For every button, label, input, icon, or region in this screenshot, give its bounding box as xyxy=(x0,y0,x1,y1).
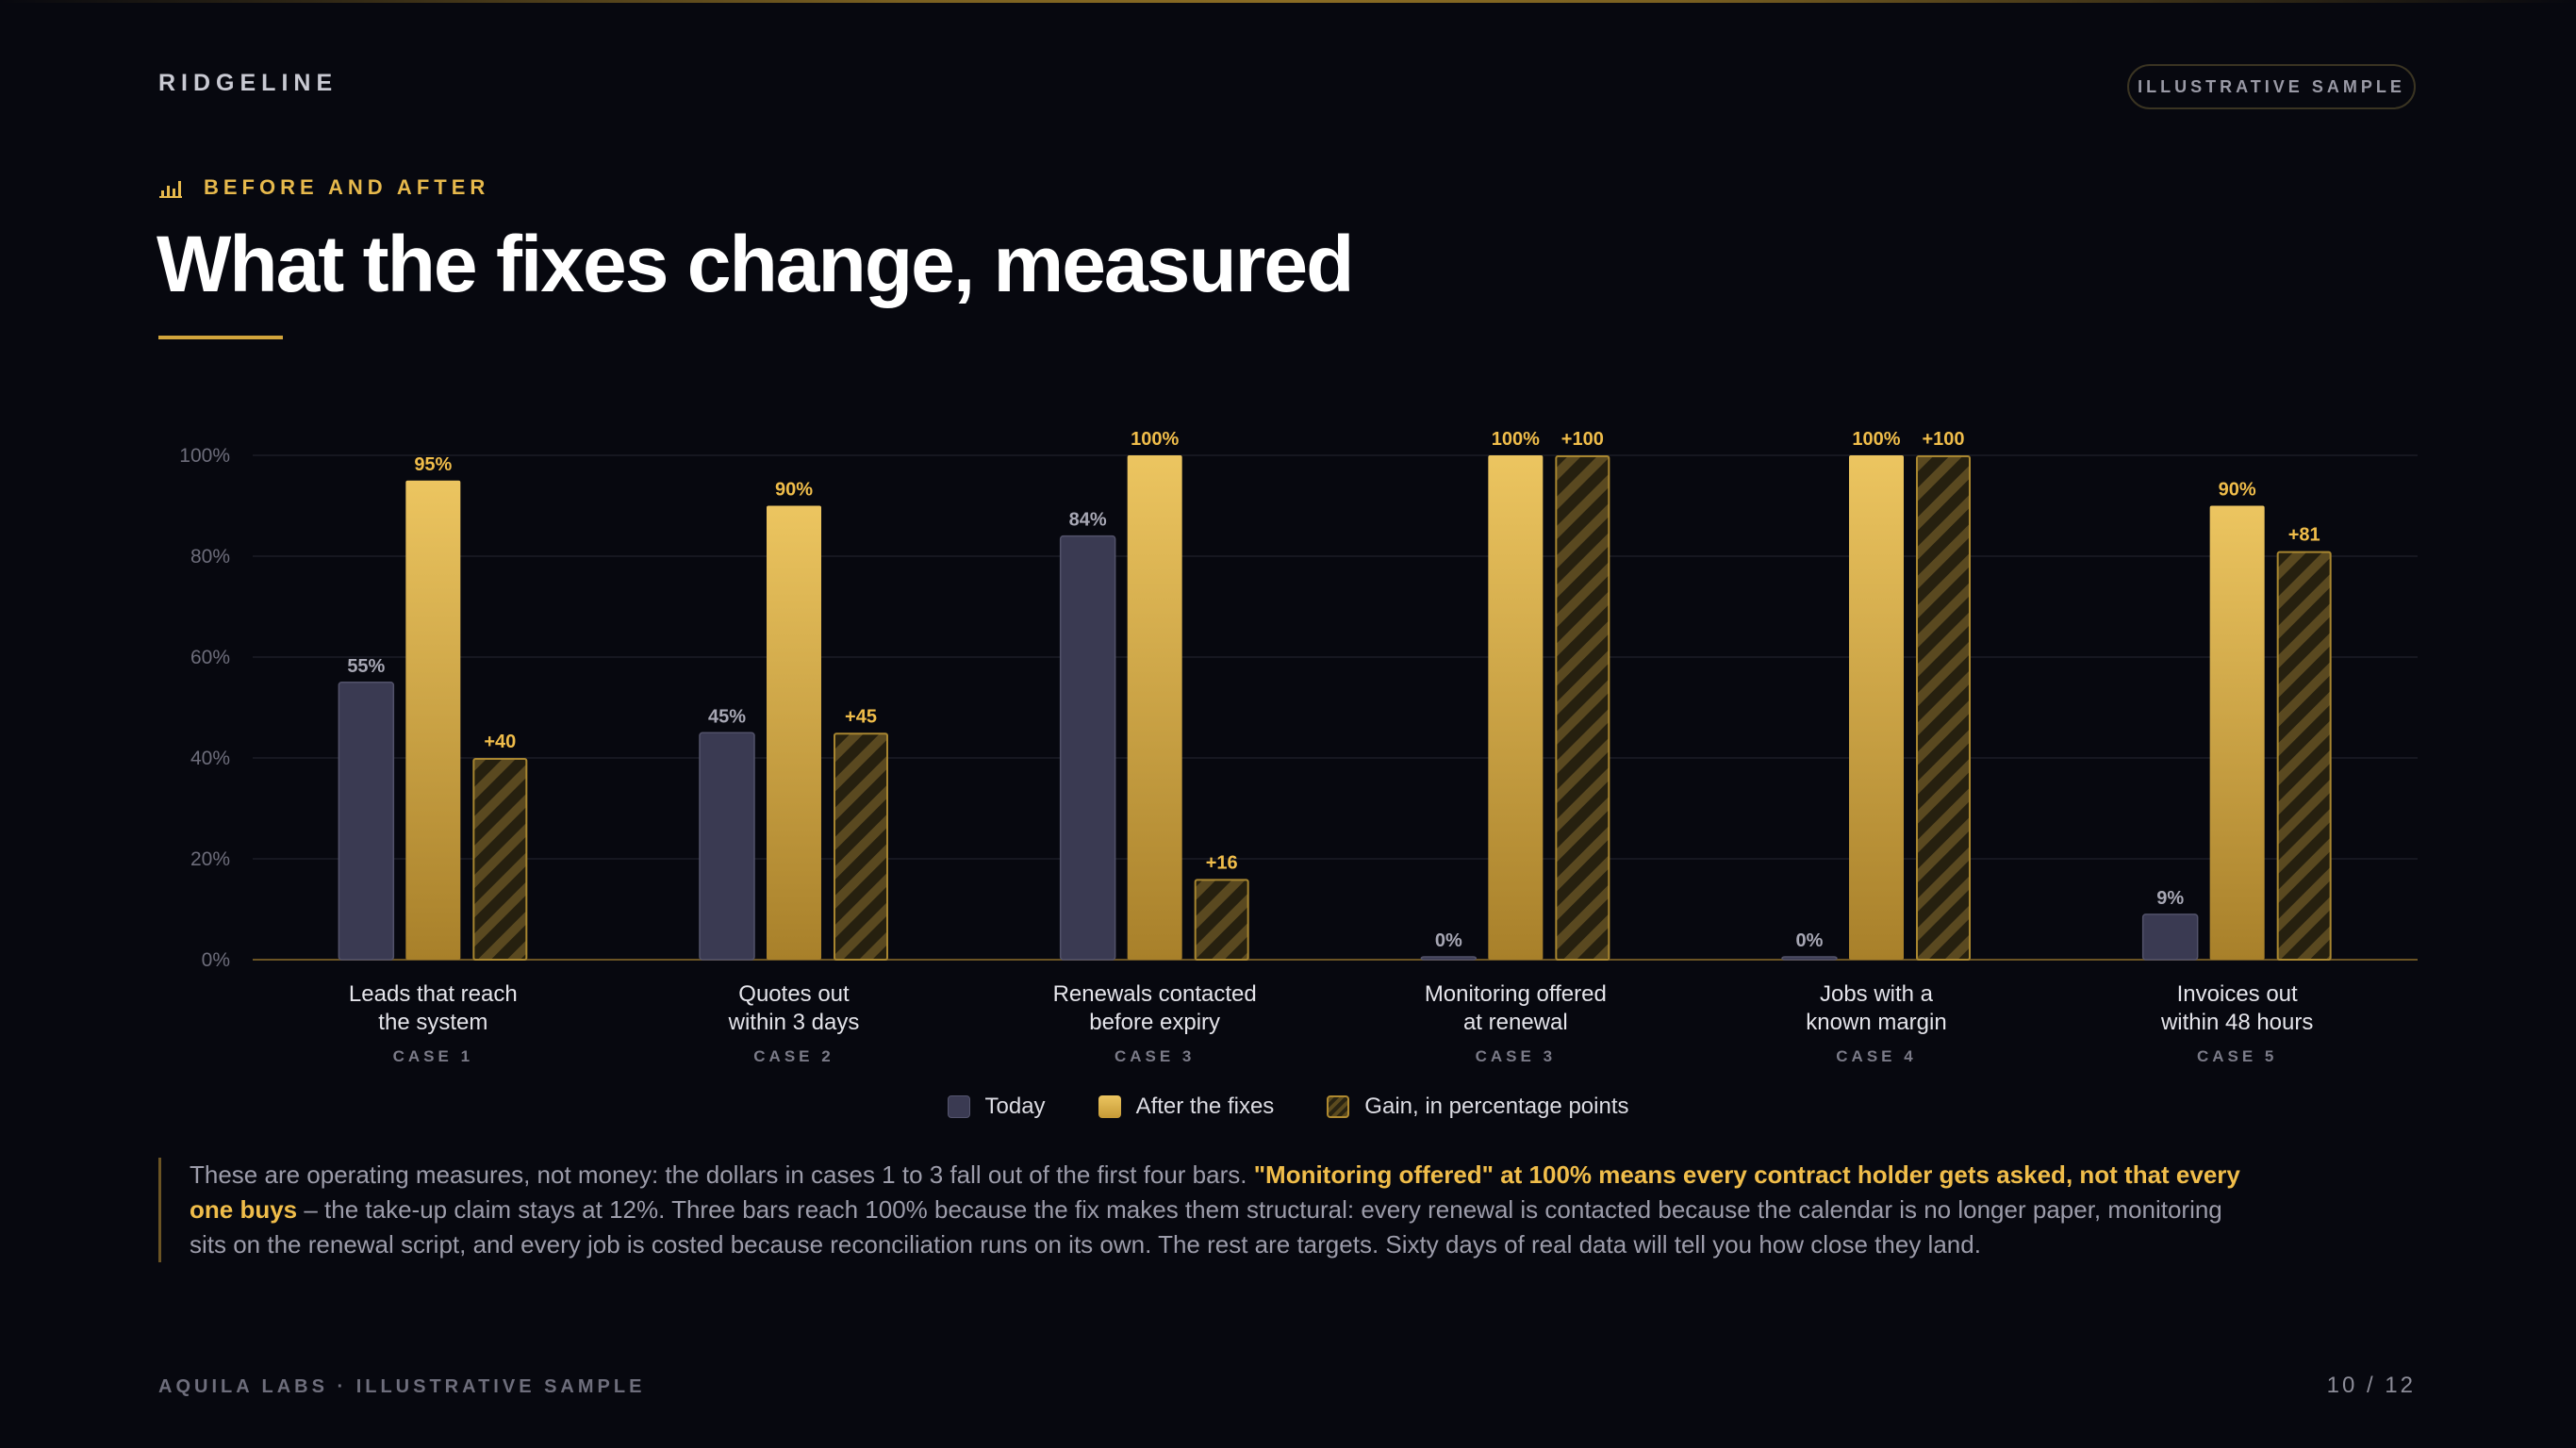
footer-credit: AQUILA LABS · ILLUSTRATIVE SAMPLE xyxy=(158,1376,646,1397)
x-category-label: within 3 days xyxy=(728,1010,860,1035)
bar-after xyxy=(1127,455,1182,960)
x-category-label: Monitoring offered xyxy=(1425,981,1607,1007)
data-label: 100% xyxy=(1852,429,1900,450)
data-label: 0% xyxy=(1435,930,1462,951)
data-label: 55% xyxy=(347,656,385,677)
y-tick-label: 40% xyxy=(190,748,230,769)
legend-item-after: After the fixes xyxy=(1098,1094,1275,1120)
bar-today xyxy=(699,732,755,961)
eyebrow-label: BEFORE AND AFTER xyxy=(204,175,490,199)
legend-label-today: Today xyxy=(984,1094,1046,1119)
bar-gain xyxy=(1194,879,1249,962)
legend-label-after: After the fixes xyxy=(1135,1094,1275,1119)
title-underline xyxy=(158,336,283,339)
data-label: +100 xyxy=(1561,429,1604,450)
legend-swatch-today xyxy=(947,1095,970,1118)
data-label: +45 xyxy=(845,706,877,727)
data-label: +16 xyxy=(1206,852,1238,873)
bar-gain xyxy=(1916,455,1971,961)
x-category-label: Jobs with a xyxy=(1820,981,1934,1007)
bar-after xyxy=(405,480,461,960)
bar-gain xyxy=(834,732,888,961)
data-label: +40 xyxy=(484,732,516,752)
section-eyebrow: BEFORE AND AFTER xyxy=(158,175,489,200)
x-category-label: before expiry xyxy=(1089,1010,1220,1035)
legend-item-gain: Gain, in percentage points xyxy=(1327,1094,1628,1120)
y-tick-label: 60% xyxy=(190,647,230,668)
data-label: 95% xyxy=(414,454,452,475)
legend-swatch-after xyxy=(1098,1095,1121,1118)
note-highlight: "Monitoring offered" at 100% means every… xyxy=(190,1160,2240,1224)
legend-item-today: Today xyxy=(947,1094,1046,1120)
bar-today xyxy=(1420,956,1478,961)
bar-gain xyxy=(472,758,528,961)
bar-chart: 0% 20% 40% 60% 80% 100% 55% 95% +40 Leads that r… xyxy=(179,429,2418,1065)
note-text-2: – the take-up claim stays at 12%. Three … xyxy=(190,1195,2222,1259)
x-category-label: known margin xyxy=(1806,1010,1946,1035)
y-tick-label: 80% xyxy=(190,546,230,568)
x-category-label: at renewal xyxy=(1463,1010,1568,1035)
y-tick-label: 0% xyxy=(202,949,230,971)
bar-after xyxy=(1488,455,1544,960)
y-tick-label: 20% xyxy=(190,848,230,870)
x-category-label: the system xyxy=(378,1010,487,1035)
legend-swatch-gain xyxy=(1327,1095,1350,1118)
bar-gain xyxy=(1555,455,1610,961)
bar-today xyxy=(1059,535,1116,961)
x-category-label: Invoices out xyxy=(2177,981,2298,1007)
x-case-label: CASE 3 xyxy=(1115,1047,1195,1065)
data-label: 45% xyxy=(708,706,746,727)
bar-after xyxy=(767,505,821,960)
bar-gain xyxy=(2276,551,2332,962)
bar-today xyxy=(338,682,395,961)
x-case-label: CASE 1 xyxy=(393,1047,473,1065)
brand-name: RIDGELINE xyxy=(158,70,339,96)
explanatory-note: These are operating measures, not money:… xyxy=(158,1158,2264,1262)
x-case-label: CASE 2 xyxy=(753,1047,834,1065)
x-category-label: Quotes out xyxy=(738,981,850,1007)
x-case-label: CASE 3 xyxy=(1476,1047,1556,1065)
data-label: +81 xyxy=(2288,525,2320,546)
y-tick-label: 100% xyxy=(179,445,230,467)
note-text-1: These are operating measures, not money:… xyxy=(190,1160,1254,1189)
bar-after xyxy=(2209,505,2265,960)
data-label: +100 xyxy=(1922,429,1964,450)
bar-today xyxy=(1781,956,1838,961)
x-category-label: Renewals contacted xyxy=(1053,981,1257,1007)
chart-legend: Today After the fixes Gain, in percentag… xyxy=(0,1094,2576,1120)
data-label: 100% xyxy=(1131,429,1179,450)
top-accent-line xyxy=(0,0,2576,3)
legend-label-gain: Gain, in percentage points xyxy=(1364,1094,1629,1119)
data-label: 90% xyxy=(2219,480,2256,501)
page-title: What the fixes change, measured xyxy=(157,220,1354,308)
x-category-label: within 48 hours xyxy=(2160,1010,2313,1035)
page-number: 10 / 12 xyxy=(2326,1373,2416,1398)
data-label: 84% xyxy=(1069,510,1107,531)
data-label: 9% xyxy=(2156,888,2184,909)
x-case-label: CASE 5 xyxy=(2197,1047,2277,1065)
bar-chart-icon xyxy=(159,181,182,198)
data-label: 100% xyxy=(1492,429,1540,450)
x-case-label: CASE 4 xyxy=(1836,1047,1916,1065)
sample-badge: ILLUSTRATIVE SAMPLE xyxy=(2127,64,2416,109)
bar-after xyxy=(1849,455,1904,960)
x-category-label: Leads that reach xyxy=(349,981,518,1007)
data-label: 90% xyxy=(775,480,813,501)
data-label: 0% xyxy=(1796,930,1824,951)
bar-today xyxy=(2141,913,2199,961)
